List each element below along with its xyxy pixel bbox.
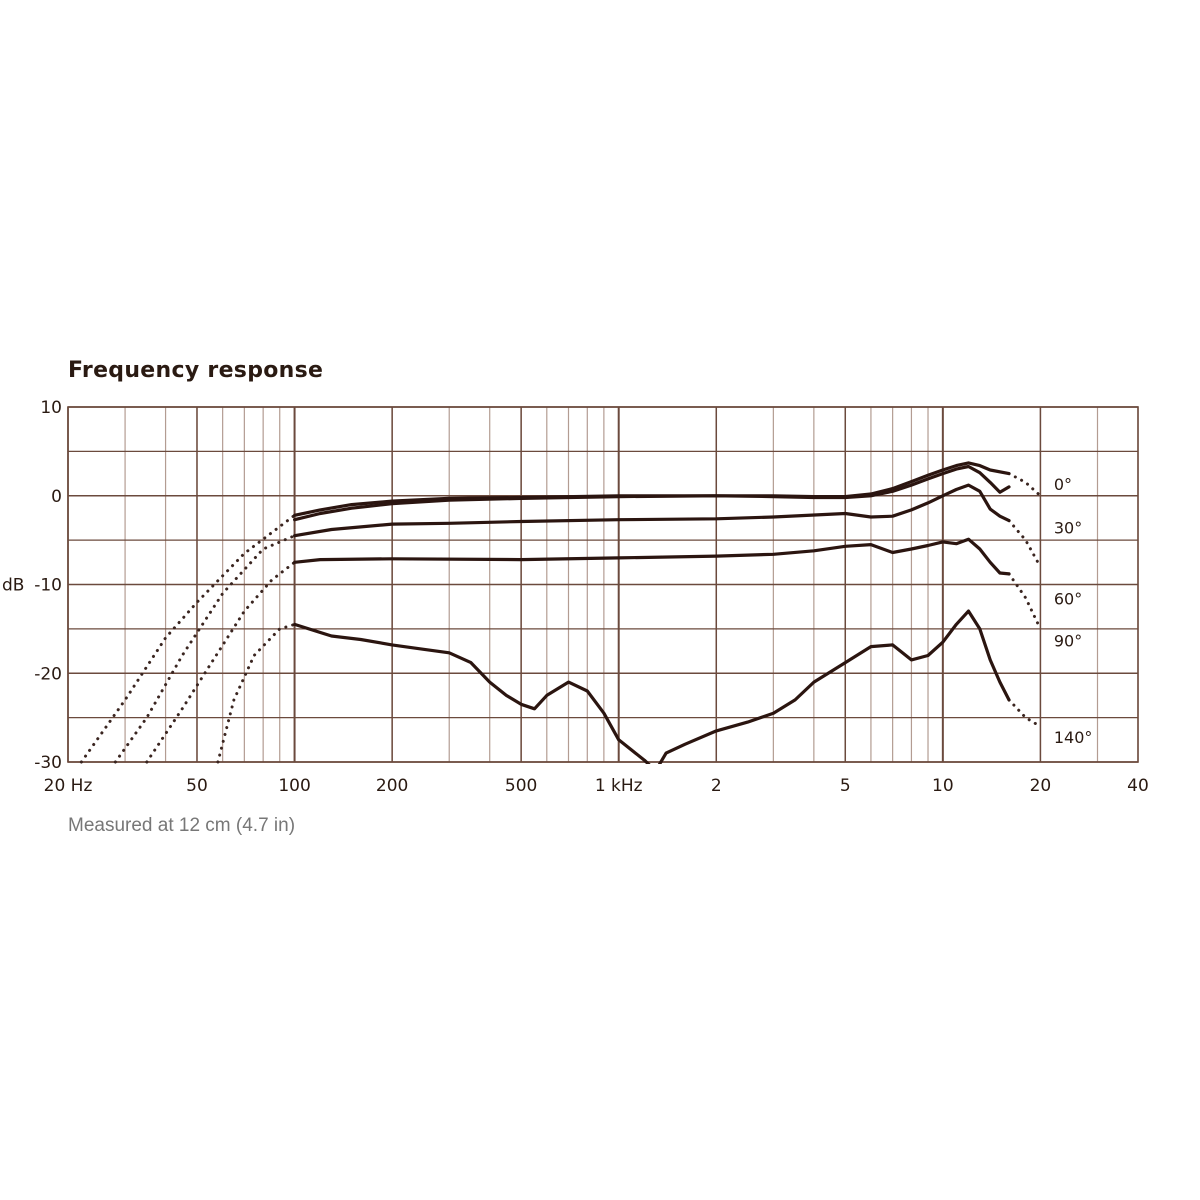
angle-label: 30° bbox=[1054, 519, 1082, 538]
y-tick-label: -20 bbox=[34, 664, 62, 684]
series-1-line bbox=[293, 464, 1011, 522]
angle-label: 140° bbox=[1054, 728, 1093, 747]
chart-title: Frequency response bbox=[68, 358, 324, 383]
x-tick-label: 20 bbox=[1030, 776, 1052, 796]
x-tick-label: 5 bbox=[840, 776, 851, 796]
series-0-high-rolloff bbox=[1007, 472, 1042, 498]
x-tick-label: 200 bbox=[376, 776, 408, 796]
x-tick-label: 40 bbox=[1127, 776, 1149, 796]
series-2-line bbox=[293, 483, 1011, 538]
x-tick-label: 50 bbox=[186, 776, 208, 796]
x-tick-label: 1 kHz bbox=[595, 776, 643, 796]
series-4-line bbox=[293, 609, 1011, 764]
series-2-high-rolloff bbox=[1007, 519, 1042, 569]
measurement-note: Measured at 12 cm (4.7 in) bbox=[68, 815, 296, 836]
x-tick-label: 500 bbox=[505, 776, 537, 796]
series-0-low-rolloff bbox=[79, 513, 297, 764]
x-tick-label: 20 Hz bbox=[44, 776, 93, 796]
axis-labels: 20 Hz 50 100 200 500 1 kHz 2 5 10 20 40100-10-20-3… bbox=[2, 398, 1149, 796]
y-tick-label: -10 bbox=[34, 576, 62, 596]
y-tick-label: 10 bbox=[40, 398, 62, 418]
plot-frame bbox=[67, 406, 1139, 763]
angle-label: 0° bbox=[1054, 475, 1072, 494]
series-3-low-rolloff bbox=[145, 560, 297, 764]
response-curves bbox=[79, 461, 1042, 764]
y-tick-label: 0 bbox=[51, 487, 62, 507]
y-axis-label: dB bbox=[2, 576, 24, 596]
x-tick-label: 2 bbox=[711, 776, 722, 796]
major-gridlines bbox=[67, 406, 1139, 763]
x-tick-label: 10 bbox=[932, 776, 954, 796]
series-4-high-rolloff bbox=[1007, 698, 1042, 728]
angle-label: 60° bbox=[1054, 590, 1082, 609]
x-tick-label: 100 bbox=[278, 776, 310, 796]
angle-label: 90° bbox=[1054, 631, 1082, 650]
series-4-low-rolloff bbox=[216, 622, 297, 764]
y-tick-label: -30 bbox=[34, 753, 62, 773]
series-2-low-rolloff bbox=[113, 534, 297, 764]
series-3-high-rolloff bbox=[1007, 572, 1042, 631]
series-3-line bbox=[293, 537, 1011, 576]
